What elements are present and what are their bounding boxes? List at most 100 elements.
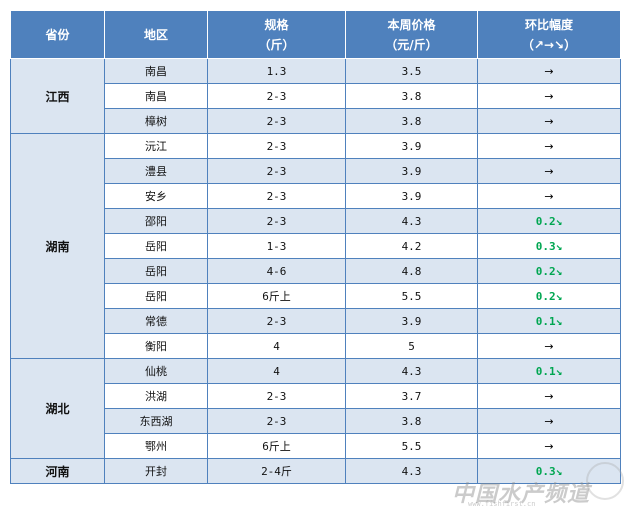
spec-cell: 2-3 <box>207 158 346 184</box>
change-cell: 0.1↘ <box>477 358 621 384</box>
change-flat-arrow-icon: → <box>544 64 554 78</box>
spec-cell: 4 <box>207 358 346 384</box>
price-cell: 4.3 <box>345 458 478 484</box>
change-flat-arrow-icon: → <box>544 414 554 428</box>
change-cell: → <box>477 158 621 184</box>
spec-cell: 2-4斤 <box>207 458 346 484</box>
change-cell: → <box>477 183 621 209</box>
header-province: 省份 <box>10 10 105 59</box>
change-flat-arrow-icon: → <box>544 439 554 453</box>
spec-cell: 2-3 <box>207 208 346 234</box>
province-cell: 江西 <box>10 58 105 134</box>
change-down-value: 0.3↘ <box>535 464 563 478</box>
spec-cell: 2-3 <box>207 183 346 209</box>
change-down-value: 0.2↘ <box>535 289 563 303</box>
change-cell: → <box>477 383 621 409</box>
table-row: 洪湖 2-3 3.7 → <box>11 383 621 409</box>
price-cell: 5.5 <box>345 283 478 309</box>
price-cell: 5.5 <box>345 433 478 459</box>
region-cell: 沅江 <box>104 133 208 159</box>
table-row: 湖北 仙桃 4 4.3 0.1↘ <box>10 358 621 459</box>
table-row: 常德 2-3 3.9 0.1↘ <box>11 308 621 334</box>
region-cell: 邵阳 <box>104 208 208 234</box>
change-cell: 0.2↘ <box>477 258 621 284</box>
spec-cell: 2-3 <box>207 108 346 134</box>
region-cell: 安乡 <box>104 183 208 209</box>
spec-cell: 4 <box>207 333 346 359</box>
spec-cell: 2-3 <box>207 383 346 409</box>
change-down-value: 0.1↘ <box>535 314 563 328</box>
change-down-value: 0.2↘ <box>535 264 563 278</box>
spec-cell: 4-6 <box>207 258 346 284</box>
table-row: 南昌 2-3 3.8 → <box>11 83 621 109</box>
table-row: 邵阳 2-3 4.3 0.2↘ <box>11 208 621 234</box>
header-spec: 规格 （斤） <box>207 10 346 59</box>
price-cell: 4.3 <box>345 358 478 384</box>
change-flat-arrow-icon: → <box>544 164 554 178</box>
table-row: 东西湖 2-3 3.8 → <box>11 408 621 434</box>
region-cell: 鄂州 <box>104 433 208 459</box>
spec-cell: 2-3 <box>207 408 346 434</box>
region-cell: 洪湖 <box>104 383 208 409</box>
region-cell: 东西湖 <box>104 408 208 434</box>
table-row: 安乡 2-3 3.9 → <box>11 183 621 209</box>
change-flat-arrow-icon: → <box>544 339 554 353</box>
table-row: 岳阳 1-3 4.2 0.3↘ <box>11 233 621 259</box>
price-cell: 3.8 <box>345 408 478 434</box>
spec-cell: 6斤上 <box>207 433 346 459</box>
change-cell: → <box>477 83 621 109</box>
change-flat-arrow-icon: → <box>544 114 554 128</box>
region-cell: 开封 <box>104 458 208 484</box>
price-cell: 4.8 <box>345 258 478 284</box>
change-cell: → <box>477 58 621 84</box>
table-row: 岳阳 6斤上 5.5 0.2↘ <box>11 283 621 309</box>
table-row: 江西 南昌 1.3 3.5 → <box>10 58 621 134</box>
change-cell: → <box>477 108 621 134</box>
change-cell: → <box>477 408 621 434</box>
change-flat-arrow-icon: → <box>544 189 554 203</box>
price-cell: 5 <box>345 333 478 359</box>
price-cell: 3.9 <box>345 158 478 184</box>
table-row: 衡阳 4 5 → <box>11 333 621 359</box>
table-row: 湖南 沅江 2-3 3.9 → <box>10 133 621 359</box>
change-cell: → <box>477 433 621 459</box>
price-cell: 3.7 <box>345 383 478 409</box>
price-cell: 4.2 <box>345 233 478 259</box>
change-cell: → <box>477 133 621 159</box>
price-cell: 4.3 <box>345 208 478 234</box>
change-cell: 0.2↘ <box>477 208 621 234</box>
spec-cell: 1-3 <box>207 233 346 259</box>
spec-cell: 2-3 <box>207 83 346 109</box>
province-cell: 湖北 <box>10 358 105 459</box>
price-cell: 3.8 <box>345 83 478 109</box>
watermark-text: 中国水产频道 <box>452 482 591 507</box>
spec-cell: 1.3 <box>207 58 346 84</box>
region-cell: 常德 <box>104 308 208 334</box>
watermark-url: www.fishfirst.cn <box>468 500 536 508</box>
region-cell: 澧县 <box>104 158 208 184</box>
region-cell: 岳阳 <box>104 283 208 309</box>
change-down-value: 0.3↘ <box>535 239 563 253</box>
price-cell: 3.8 <box>345 108 478 134</box>
province-cell: 河南 <box>10 458 105 484</box>
region-cell: 南昌 <box>104 83 208 109</box>
region-cell: 仙桃 <box>104 358 208 384</box>
table-row: 樟树 2-3 3.8 → <box>11 108 621 134</box>
region-cell: 衡阳 <box>104 333 208 359</box>
change-cell: 0.3↘ <box>477 233 621 259</box>
header-region: 地区 <box>104 10 208 59</box>
change-down-value: 0.2↘ <box>535 214 563 228</box>
spec-cell: 2-3 <box>207 133 346 159</box>
region-cell: 岳阳 <box>104 233 208 259</box>
price-cell: 3.9 <box>345 133 478 159</box>
region-cell: 南昌 <box>104 58 208 84</box>
watermark-globe-icon <box>586 462 624 500</box>
change-cell: → <box>477 333 621 359</box>
spec-cell: 2-3 <box>207 308 346 334</box>
price-cell: 3.9 <box>345 308 478 334</box>
change-flat-arrow-icon: → <box>544 389 554 403</box>
change-cell: 0.2↘ <box>477 283 621 309</box>
change-down-value: 0.1↘ <box>535 364 563 378</box>
price-table: 省份 地区 规格 （斤） 本周价格 （元/斤） 环比幅度 （↗→↘） 江西 南昌 1.3 3… <box>10 10 621 484</box>
change-flat-arrow-icon: → <box>544 89 554 103</box>
